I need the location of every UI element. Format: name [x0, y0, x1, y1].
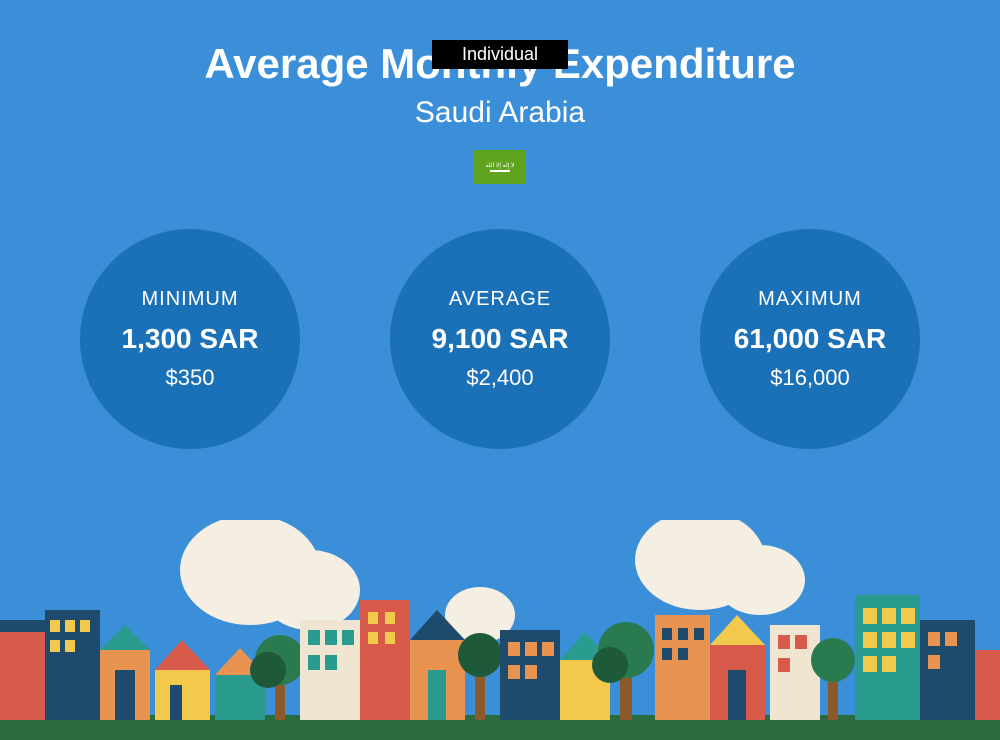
stat-label: AVERAGE [449, 288, 551, 311]
stat-circle-maximum: MAXIMUM 61,000 SAR $16,000 [700, 229, 920, 449]
stats-row: MINIMUM 1,300 SAR $350 AVERAGE 9,100 SAR… [0, 229, 1000, 449]
category-badge: Individual [432, 40, 568, 69]
stat-usd: $16,000 [770, 365, 850, 391]
stat-label: MINIMUM [142, 288, 239, 311]
svg-text:لا إله إلا الله: لا إله إلا الله [486, 162, 515, 169]
stat-label: MAXIMUM [758, 288, 862, 311]
stat-circle-average: AVERAGE 9,100 SAR $2,400 [390, 229, 610, 449]
stat-circle-minimum: MINIMUM 1,300 SAR $350 [80, 229, 300, 449]
flag-icon: لا إله إلا الله [474, 150, 526, 184]
stat-value: 1,300 SAR [122, 323, 259, 355]
stat-value: 9,100 SAR [432, 323, 569, 355]
stat-usd: $350 [166, 365, 215, 391]
country-subtitle: Saudi Arabia [0, 96, 1000, 130]
stat-value: 61,000 SAR [734, 323, 887, 355]
stat-usd: $2,400 [466, 365, 533, 391]
cityscape-illustration [0, 520, 1000, 740]
